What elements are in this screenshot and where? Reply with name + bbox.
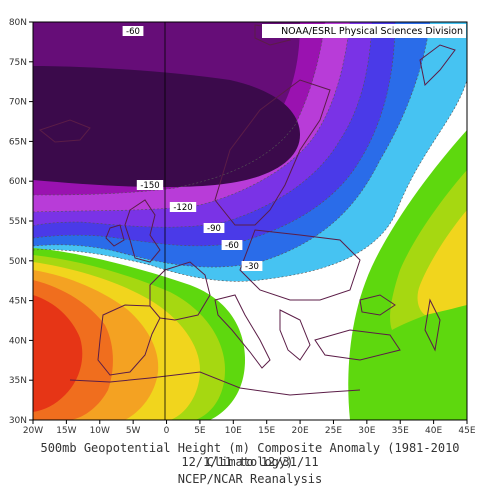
svg-text:-30: -30	[245, 262, 259, 272]
lon-label: 30E	[358, 426, 375, 436]
lat-label: 55N	[9, 217, 27, 227]
lon-label: 10W	[90, 426, 110, 436]
lat-label: 70N	[9, 98, 27, 108]
lon-label: 5E	[194, 426, 206, 436]
contour-label: -60	[122, 26, 144, 37]
credit-box: NOAA/ESRL Physical Sciences Division	[262, 24, 466, 38]
svg-text:-60: -60	[225, 241, 239, 251]
lat-label: 30N	[9, 416, 27, 426]
pos-band-5	[33, 295, 83, 412]
lat-label: 40N	[9, 336, 27, 346]
lat-label: 80N	[9, 18, 27, 28]
contour-label: -150	[136, 180, 164, 191]
lat-label: 50N	[9, 257, 27, 267]
coastlines	[38, 24, 456, 396]
lat-label: 45N	[9, 297, 27, 307]
shaded-field	[33, 22, 467, 420]
lon-axis: 20W 15W 10W 5W 0 5E 10E 15E 20E 25E 30E 35E 40E 45E	[23, 420, 476, 436]
contour-label: -120	[169, 202, 197, 213]
lon-label: 15W	[56, 426, 76, 436]
lat-label: 35N	[9, 376, 27, 386]
title-line2: 12/1/11 to 12/31/11	[181, 455, 319, 469]
contour-label: -60	[221, 240, 243, 251]
lon-label: 15E	[258, 426, 275, 436]
title-line1: 500mb Geopotential Height (m) Composite …	[40, 441, 460, 469]
credit-text: NOAA/ESRL Physical Sciences Division	[281, 26, 463, 37]
lon-label: 10E	[225, 426, 242, 436]
lon-label: 35E	[392, 426, 409, 436]
lon-label: 40E	[425, 426, 442, 436]
lon-label: 0	[164, 426, 170, 436]
map-canvas: NOAA/ESRL Physical Sciences Division 20W…	[9, 18, 476, 436]
lon-label: 45E	[458, 426, 475, 436]
lat-label: 60N	[9, 177, 27, 187]
contour-lines	[33, 22, 467, 282]
title-line3: NCEP/NCAR Reanalysis	[177, 472, 323, 486]
svg-text:-120: -120	[173, 203, 192, 213]
lon-label: 20E	[292, 426, 309, 436]
svg-text:-150: -150	[140, 181, 159, 191]
contour-labels: -60 -150 -120 -90 -60 -30	[122, 26, 263, 272]
svg-text:-90: -90	[207, 224, 221, 234]
lon-label: 5W	[126, 426, 141, 436]
contour-label: -30	[241, 261, 263, 272]
lat-axis: 30N 35N 40N 45N 50N 55N 60N 65N 70N 75N 80N	[9, 18, 33, 426]
lat-label: 75N	[9, 58, 27, 68]
pos-east-2	[417, 210, 467, 315]
lat-label: 65N	[9, 137, 27, 147]
lon-label: 25E	[325, 426, 342, 436]
contour-label: -90	[203, 223, 225, 234]
svg-text:-60: -60	[126, 27, 140, 37]
neg-band-7	[33, 66, 300, 188]
lon-label: 20W	[23, 426, 43, 436]
